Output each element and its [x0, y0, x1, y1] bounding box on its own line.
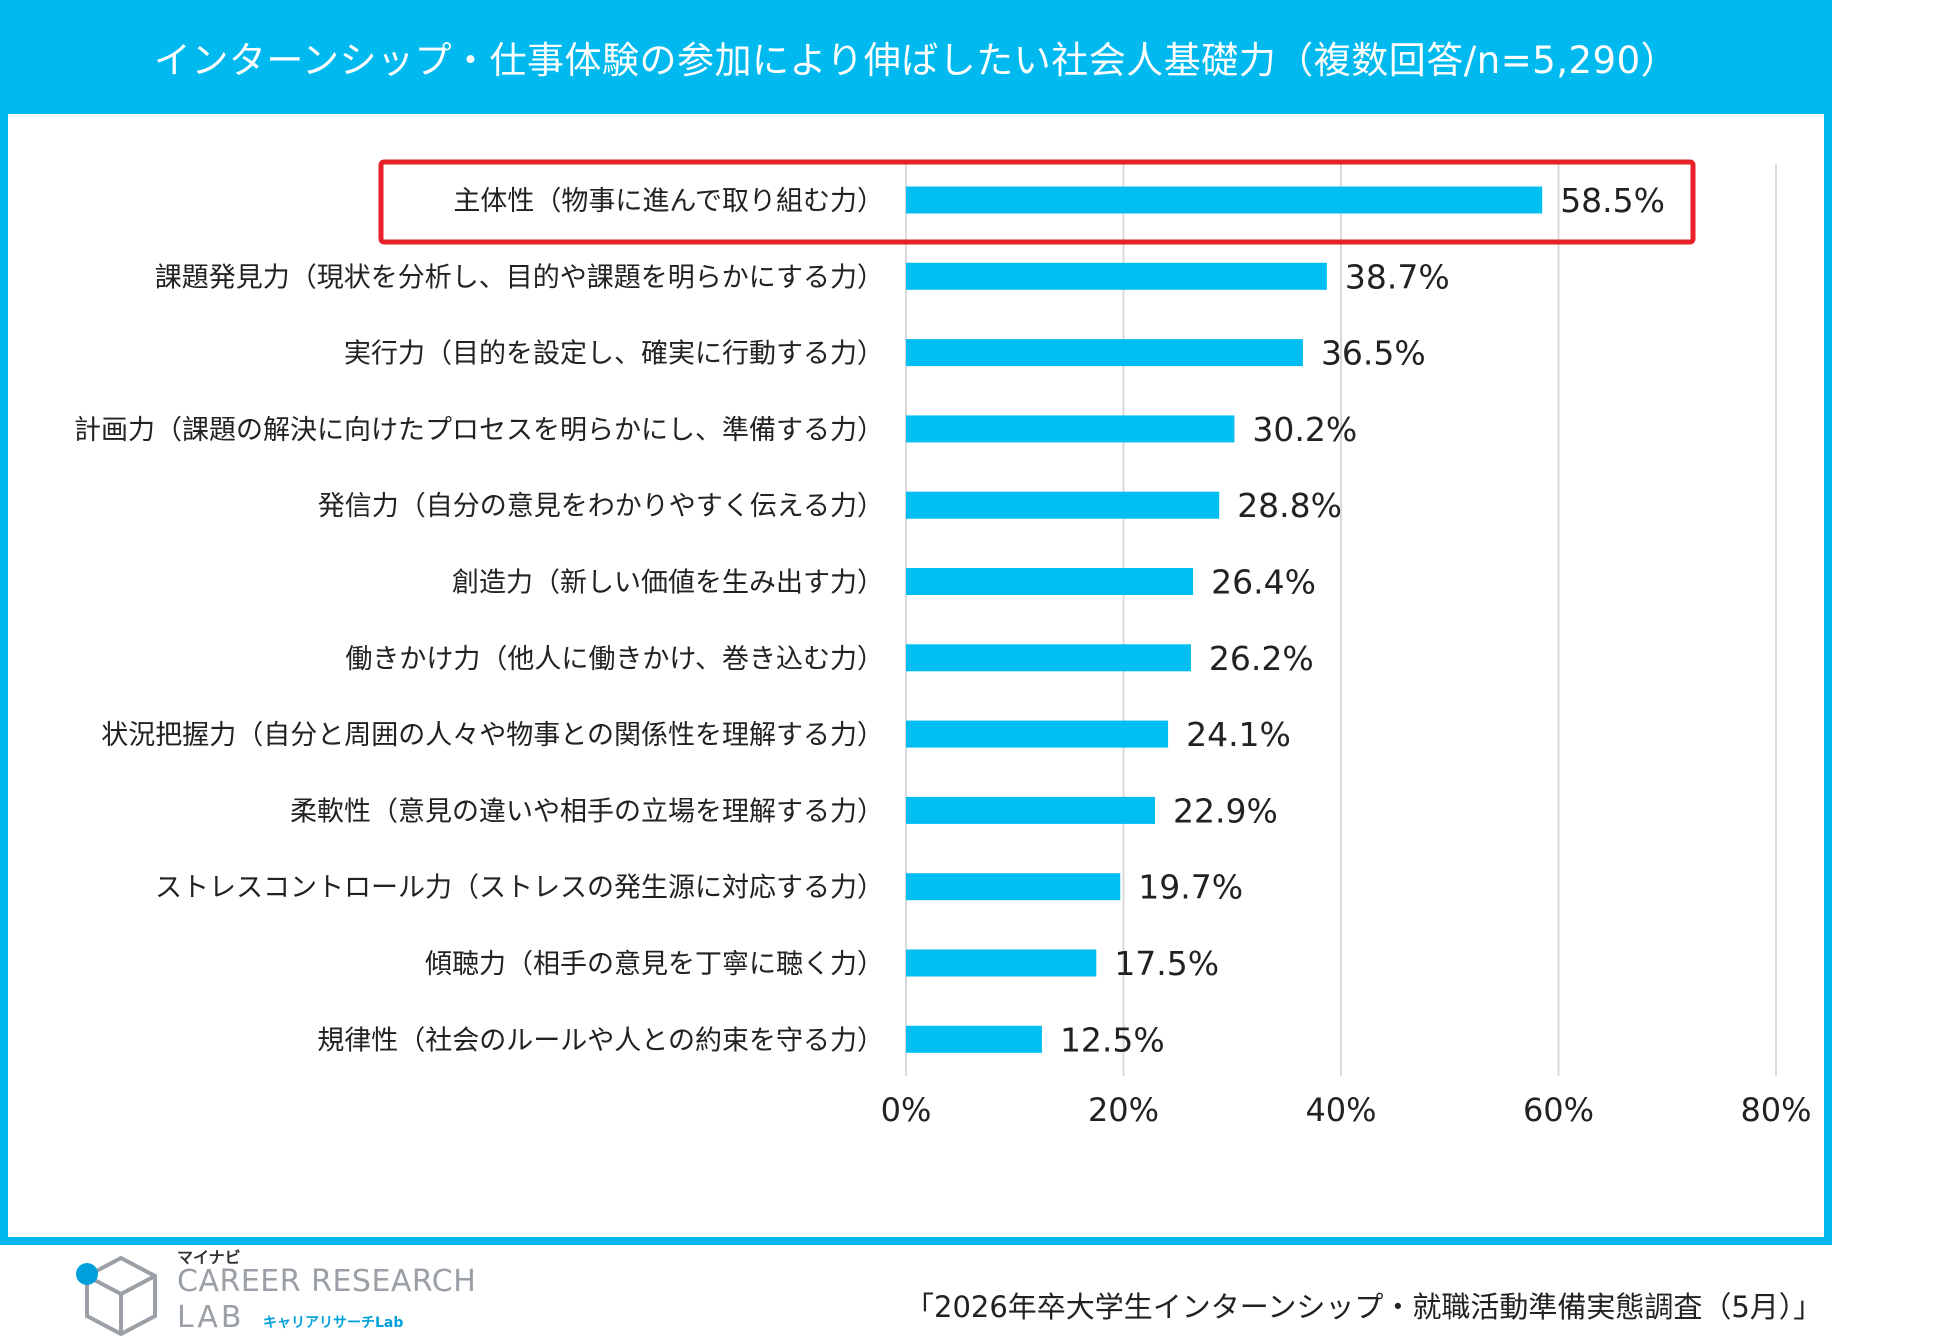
bar — [906, 949, 1097, 977]
bar — [906, 568, 1194, 595]
bar — [906, 1025, 1042, 1053]
bar — [906, 720, 1169, 748]
source-note: 「2026年卒大学生インターンシップ・就職活動準備実態調査（5月）」 — [905, 1290, 1823, 1324]
bar — [906, 644, 1191, 672]
logo-cube-icon — [76, 1255, 157, 1337]
x-tick-label: 80% — [1740, 1091, 1811, 1129]
x-tick-label: 60% — [1523, 1091, 1594, 1129]
category-label: 課題発見力（現状を分析し、目的や課題を明らかにする力） — [155, 262, 884, 293]
bar — [906, 491, 1220, 519]
bar — [906, 796, 1156, 824]
value-label: 28.8% — [1237, 486, 1342, 525]
category-label: 創造力（新しい価値を生み出す力） — [452, 568, 884, 599]
highlight-box — [378, 159, 1696, 245]
category-label: 傾聴力（相手の意見を丁寧に聴く力） — [425, 949, 884, 980]
chart-panel: 0% 20% 40% 60% 80% 主体性（物事に進んで取り組む力） 58.5% 課題発見力… — [8, 114, 1824, 1337]
logo-sub: キャリアリサーチLab — [263, 1315, 404, 1331]
career-research-lab-logo: マイナビ CAREER RESEARCH LAB キャリアリサーチLab — [73, 1244, 493, 1344]
value-label: 30.2% — [1252, 410, 1357, 449]
bar — [906, 186, 1543, 214]
bar — [906, 262, 1327, 290]
category-label: 計画力（課題の解決に向けたプロセスを明らかにし、準備する力） — [74, 415, 884, 446]
category-label: 実行力（目的を設定し、確実に行動する力） — [344, 339, 884, 370]
logo-line1: CAREER RESEARCH — [177, 1264, 477, 1299]
chart-frame: インターンシップ・仕事体験の参加により伸ばしたい社会人基礎力（複数回答/n=5,… — [0, 0, 1832, 1337]
category-label: 柔軟性（意見の違いや相手の立場を理解する力） — [290, 796, 884, 827]
chart-title: インターンシップ・仕事体験の参加により伸ばしたい社会人基礎力（複数回答/n=5,… — [153, 39, 1679, 82]
value-label: 12.5% — [1060, 1020, 1165, 1059]
value-label: 19.7% — [1138, 868, 1243, 907]
category-label: 状況把握力（自分と周囲の人々や物事との関係性を理解する力） — [101, 720, 884, 751]
value-label: 17.5% — [1114, 944, 1219, 983]
bar — [906, 873, 1121, 901]
x-tick-label: 40% — [1305, 1091, 1376, 1129]
category-label: 働きかけ力（他人に働きかけ、巻き込む力） — [345, 644, 884, 675]
value-label: 24.1% — [1186, 715, 1291, 754]
x-tick-label: 20% — [1088, 1091, 1159, 1129]
category-label: 主体性（物事に進んで取り組む力） — [453, 186, 884, 217]
category-label: ストレスコントロール力（ストレスの発生源に対応する力） — [155, 873, 884, 904]
value-label: 26.2% — [1209, 639, 1314, 678]
category-label: 発信力（自分の意見をわかりやすく伝える力） — [318, 491, 884, 522]
x-tick-label: 0% — [881, 1091, 932, 1129]
category-label: 規律性（社会のルールや人との約束を守る力） — [317, 1025, 884, 1056]
bar — [906, 415, 1235, 443]
logo-line2: LAB — [177, 1300, 245, 1335]
bar — [906, 339, 1303, 367]
value-label: 36.5% — [1321, 334, 1426, 373]
title-bar: インターンシップ・仕事体験の参加により伸ばしたい社会人基礎力（複数回答/n=5,… — [0, 0, 1832, 114]
value-label: 58.5% — [1560, 181, 1665, 220]
bar-chart: 0% 20% 40% 60% 80% 主体性（物事に進んで取り組む力） 58.5% 課題発見力… — [74, 159, 1812, 1129]
value-label: 38.7% — [1345, 257, 1450, 296]
value-label: 22.9% — [1173, 791, 1278, 830]
value-label: 26.4% — [1211, 563, 1316, 602]
